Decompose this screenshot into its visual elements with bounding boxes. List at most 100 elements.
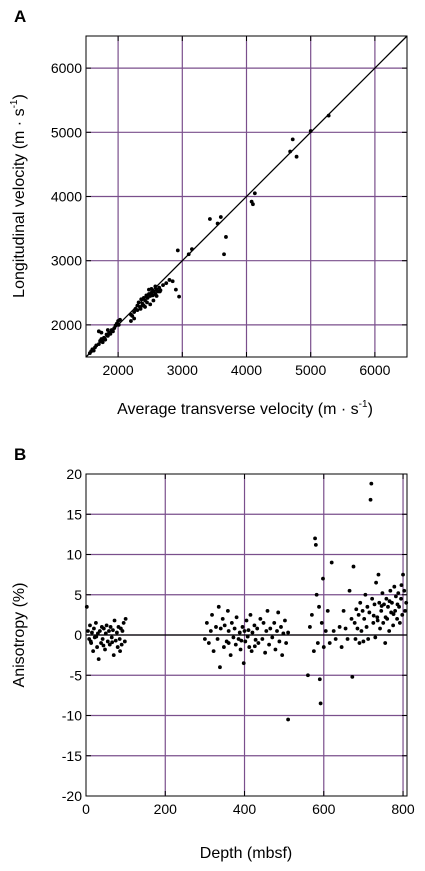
panel-b-data-point — [283, 618, 287, 623]
panel-b: B 0 200 400 600 800 20 15 10 5 0 -5 -10 -15 -20 Depth… — [11, 445, 415, 862]
panel-b-data-point — [242, 629, 247, 633]
panel-b-data-point — [318, 701, 323, 706]
panel-b-data-point — [337, 625, 342, 629]
panel-a-data-point — [215, 221, 220, 226]
panel-b-data-point — [383, 641, 388, 645]
panel-b-y-tick-label: -5 — [70, 667, 83, 683]
panel-b-data-point — [403, 608, 407, 613]
panel-b-data-point — [321, 645, 326, 649]
panel-b-data-point — [281, 631, 286, 636]
panel-b-data-point — [103, 631, 108, 636]
panel-b-data-point — [265, 608, 270, 613]
panel-b-data-point — [354, 607, 359, 612]
panel-a-points — [87, 113, 331, 356]
panel-b-data-point — [317, 604, 321, 609]
panel-b-data-point — [345, 637, 350, 641]
panel-b-data-point — [351, 564, 356, 569]
panel-b-data-point — [101, 626, 106, 631]
panel-b-data-point — [252, 644, 257, 649]
panel-b-data-point — [311, 649, 316, 653]
panel-b-data-point — [204, 621, 209, 625]
panel-b-data-point — [112, 618, 117, 623]
panel-b-data-point — [97, 629, 102, 633]
panel-b-data-point — [309, 612, 314, 617]
panel-b-data-point — [218, 665, 222, 670]
panel-b-data-point — [314, 592, 319, 597]
panel-b-data-point — [379, 604, 384, 608]
panel-b-data-point — [272, 621, 277, 625]
panel-b-data-point — [220, 617, 225, 621]
panel-b-data-point — [110, 640, 115, 645]
panel-b-data-point — [250, 630, 255, 635]
panel-b-data-point — [331, 629, 336, 633]
panel-a: A 2000 3000 4000 5000 6000 2000 3000 4000 5000 60… — [9, 7, 408, 418]
panel-b-data-point — [313, 536, 317, 541]
panel-b-data-point — [362, 617, 367, 621]
panel-b-data-point — [92, 626, 96, 631]
panel-b-data-point — [280, 653, 285, 658]
panel-b-data-point — [264, 629, 269, 633]
panel-b-y-tick-label: 15 — [66, 506, 82, 522]
panel-a-data-point — [326, 113, 331, 118]
panel-b-data-point — [386, 604, 390, 609]
panel-b-data-point — [360, 608, 365, 613]
panel-b-data-point — [313, 542, 318, 547]
panel-b-y-axis-title: Anisotropy (%) — [11, 583, 28, 688]
panel-b-data-point — [363, 592, 368, 597]
panel-b-data-point — [339, 645, 344, 649]
panel-b-data-point — [329, 560, 334, 565]
panel-a-data-point — [252, 191, 257, 196]
panel-a-data-point — [118, 317, 122, 322]
panel-b-data-point — [376, 572, 381, 577]
panel-a-x-tick-label: 5000 — [295, 362, 326, 378]
panel-b-data-point — [383, 615, 388, 620]
panel-b-data-point — [237, 630, 242, 635]
panel-b-data-point — [231, 635, 236, 640]
panel-b-data-point — [370, 596, 375, 601]
panel-a-data-point — [177, 294, 181, 299]
panel-b-x-tick-label: 200 — [154, 801, 178, 817]
panel-b-data-point — [392, 584, 397, 589]
panel-b-data-point — [273, 647, 278, 652]
panel-b-data-point — [109, 635, 114, 640]
panel-a-data-point — [135, 308, 140, 313]
panel-b-data-point — [233, 642, 238, 647]
panel-b-data-point — [222, 623, 227, 628]
panel-a-data-point — [143, 305, 147, 309]
panel-b-data-point — [279, 625, 283, 629]
panel-b-data-point — [118, 649, 122, 653]
panel-a-x-tick-label: 6000 — [359, 362, 390, 378]
panel-b-data-point — [387, 599, 392, 604]
panel-b-data-point — [226, 641, 231, 645]
panel-b-data-point — [238, 647, 243, 652]
panel-b-data-point — [239, 638, 244, 643]
panel-a-label: A — [14, 7, 26, 26]
panel-a-data-point — [153, 284, 158, 289]
panel-b-data-point — [236, 637, 241, 641]
panel-b-data-point — [333, 637, 338, 641]
panel-b-data-point — [206, 641, 211, 645]
panel-a-data-point — [103, 337, 108, 342]
panel-b-data-point — [211, 649, 216, 653]
panel-b-data-point — [103, 647, 107, 652]
panel-a-y-tick-label: 3000 — [51, 253, 82, 269]
panel-b-data-point — [111, 653, 116, 658]
panel-a-data-point — [224, 235, 228, 239]
panel-a-data-point — [91, 348, 96, 353]
panel-a-data-point — [167, 278, 172, 282]
panel-b-data-point — [308, 625, 312, 629]
panel-b-data-point — [315, 641, 320, 645]
panel-a-data-point — [129, 312, 133, 317]
panel-b-data-point — [397, 621, 402, 625]
panel-b-data-point — [95, 645, 99, 649]
panel-b-data-point — [107, 629, 111, 633]
panel-b-y-tick-label: -15 — [62, 748, 82, 764]
panel-b-points — [84, 481, 409, 722]
panel-a-x-tick-label: 4000 — [231, 362, 262, 378]
panel-a-data-point — [186, 252, 191, 257]
panel-b-data-point — [399, 583, 404, 587]
panel-a-data-point — [157, 289, 162, 294]
panel-b-data-point — [210, 612, 214, 617]
panel-b-data-point — [101, 643, 106, 648]
panel-b-data-point — [113, 638, 118, 643]
